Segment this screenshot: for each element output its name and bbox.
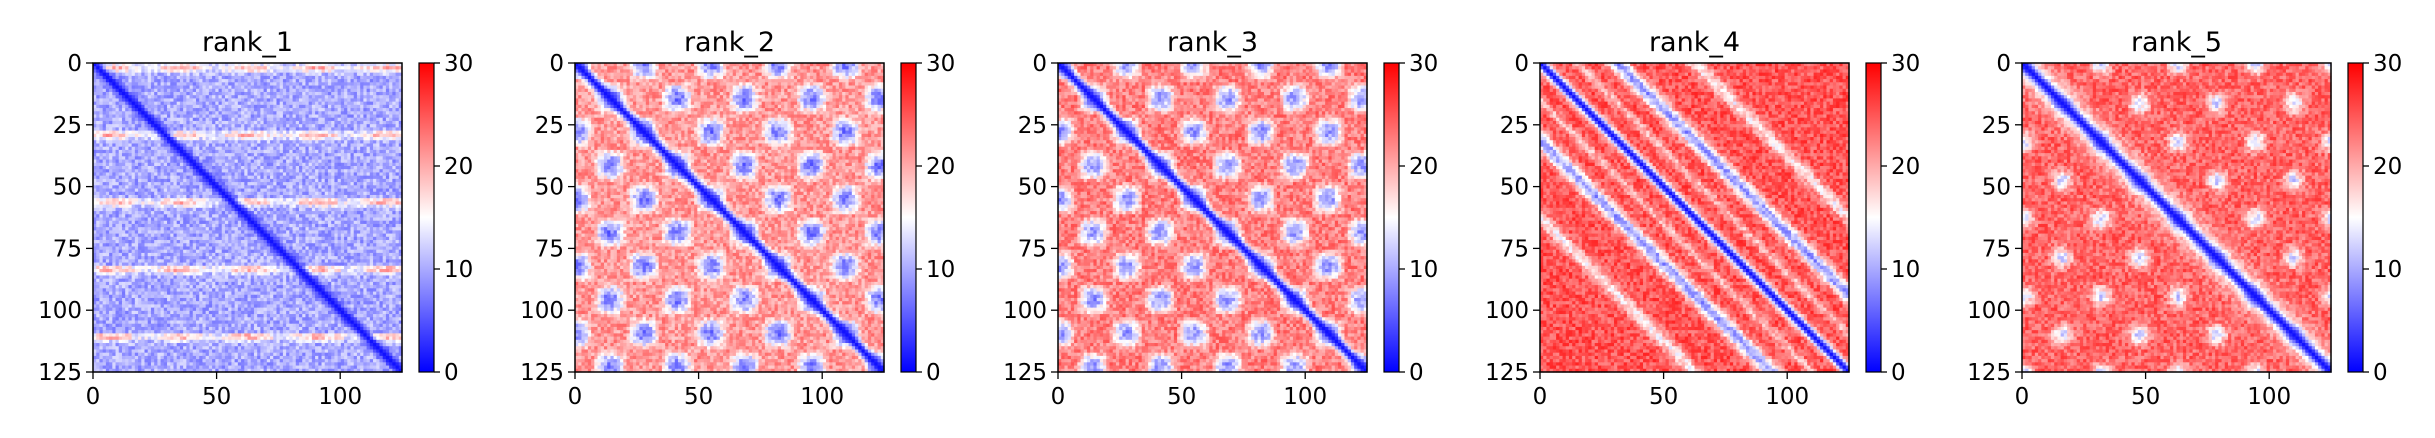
x-tick-label: 100 [1765, 384, 1809, 410]
colorbar-tick-label: 30 [1891, 51, 1920, 77]
y-tick-label: 50 [1500, 175, 1529, 201]
colorbar-tick-label: 0 [926, 360, 941, 386]
y-tick-label: 125 [520, 360, 564, 386]
colorbar-tick-label: 20 [926, 154, 955, 180]
y-tick-label: 100 [1967, 298, 2011, 324]
colorbar-tick-label: 10 [2373, 257, 2402, 283]
y-tick-label: 75 [1982, 236, 2011, 262]
colorbar-tick-label: 0 [444, 360, 459, 386]
colorbar-tick-label: 20 [444, 154, 473, 180]
x-tick-label: 50 [684, 384, 713, 410]
y-tick-label: 125 [1967, 360, 2011, 386]
y-tick-label: 100 [1485, 298, 1529, 324]
y-tick-label: 0 [549, 51, 564, 77]
colorbar-tick-label: 20 [1409, 154, 1438, 180]
colorbar [1866, 63, 1881, 372]
colorbar-tick-label: 30 [1409, 51, 1438, 77]
colorbar [1384, 63, 1399, 372]
colorbar-tick-label: 20 [2373, 154, 2402, 180]
y-tick-label: 75 [1500, 236, 1529, 262]
colorbar-tick-label: 30 [444, 51, 473, 77]
x-tick-label: 100 [318, 384, 362, 410]
colorbar-tick-label: 30 [2373, 51, 2402, 77]
colorbar-tick-label: 30 [926, 51, 955, 77]
y-tick-label: 0 [1514, 51, 1529, 77]
y-tick-label: 25 [1982, 113, 2011, 139]
y-tick-label: 0 [1996, 51, 2011, 77]
colorbar-tick-label: 10 [444, 257, 473, 283]
x-tick-label: 0 [1051, 384, 1066, 410]
panel-title: rank_3 [1167, 27, 1258, 58]
panel-title: rank_5 [2131, 27, 2222, 58]
colorbar-tick-label: 0 [2373, 360, 2388, 386]
x-tick-label: 100 [2247, 384, 2291, 410]
y-tick-label: 25 [535, 113, 564, 139]
y-tick-label: 125 [38, 360, 82, 386]
x-tick-label: 100 [1283, 384, 1327, 410]
y-tick-label: 125 [1003, 360, 1047, 386]
x-tick-label: 0 [1533, 384, 1548, 410]
colorbar-tick-label: 0 [1891, 360, 1906, 386]
y-tick-label: 100 [38, 298, 82, 324]
panel-title: rank_2 [684, 27, 775, 58]
y-tick-label: 125 [1485, 360, 1529, 386]
y-tick-label: 0 [67, 51, 82, 77]
panel-title: rank_4 [1649, 27, 1740, 58]
y-tick-label: 75 [53, 236, 82, 262]
panel-title: rank_1 [202, 27, 293, 58]
y-tick-label: 25 [1500, 113, 1529, 139]
x-tick-label: 0 [86, 384, 101, 410]
heatmap-cells [93, 63, 403, 373]
colorbar [419, 63, 434, 372]
heatmap-cells [1540, 63, 1850, 373]
heatmap-cells [2022, 63, 2332, 373]
y-tick-label: 75 [1018, 236, 1047, 262]
y-tick-label: 100 [520, 298, 564, 324]
x-tick-label: 50 [2131, 384, 2160, 410]
colorbar-tick-label: 20 [1891, 154, 1920, 180]
x-tick-label: 50 [1649, 384, 1678, 410]
y-tick-label: 0 [1032, 51, 1047, 77]
y-tick-label: 25 [1018, 113, 1047, 139]
colorbar-tick-label: 0 [1409, 360, 1424, 386]
colorbar-tick-label: 10 [1409, 257, 1438, 283]
x-tick-label: 50 [1167, 384, 1196, 410]
colorbar-tick-label: 10 [1891, 257, 1920, 283]
y-tick-label: 50 [535, 175, 564, 201]
y-tick-label: 50 [1982, 175, 2011, 201]
heatmap-cells [1058, 63, 1368, 373]
colorbar [2348, 63, 2363, 372]
x-tick-label: 100 [800, 384, 844, 410]
colorbar-tick-label: 10 [926, 257, 955, 283]
y-tick-label: 100 [1003, 298, 1047, 324]
y-tick-label: 50 [53, 175, 82, 201]
x-tick-label: 50 [202, 384, 231, 410]
y-tick-label: 25 [53, 113, 82, 139]
x-tick-label: 0 [2015, 384, 2030, 410]
heatmap-cells [575, 63, 885, 373]
y-tick-label: 50 [1018, 175, 1047, 201]
y-tick-label: 75 [535, 236, 564, 262]
colorbar [901, 63, 916, 372]
x-tick-label: 0 [568, 384, 583, 410]
